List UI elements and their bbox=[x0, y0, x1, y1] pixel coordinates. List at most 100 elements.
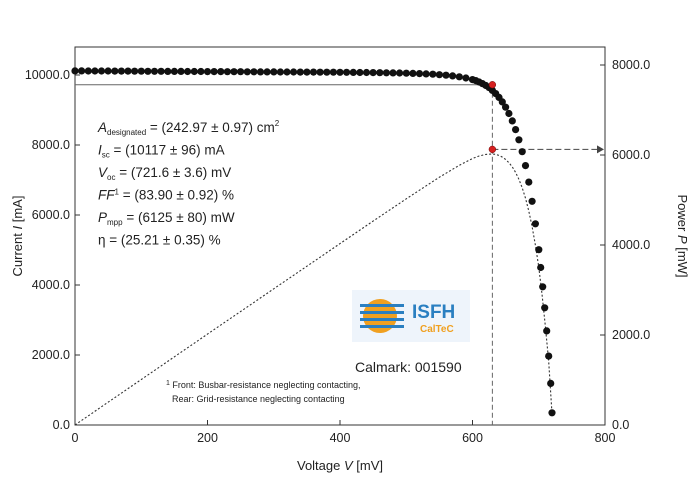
cell-parameters: Adesignated = (242.97 ± 0.97) cm2 Isc = (… bbox=[97, 119, 280, 248]
iv-point bbox=[389, 69, 397, 77]
iv-point bbox=[197, 67, 205, 76]
iv-point bbox=[369, 69, 377, 77]
iv-point bbox=[256, 68, 265, 76]
y-left-tick-label: 6000.0 bbox=[32, 208, 70, 222]
iv-point bbox=[329, 68, 337, 76]
iv-point bbox=[422, 70, 430, 78]
iv-point bbox=[515, 136, 523, 144]
x-axis-title: Voltage V [mV] bbox=[297, 458, 383, 473]
iv-point bbox=[184, 67, 192, 76]
iv-point bbox=[91, 67, 99, 75]
mpp-current-point bbox=[488, 81, 497, 89]
iv-point bbox=[415, 70, 424, 78]
y-right-axis-title: Power P [mW] bbox=[675, 194, 690, 277]
x-tick-label: 200 bbox=[197, 431, 218, 445]
iv-point bbox=[309, 68, 318, 76]
iv-point bbox=[547, 379, 555, 387]
iv-point bbox=[545, 352, 553, 360]
x-tick-label: 0 bbox=[72, 431, 79, 445]
iv-point bbox=[170, 67, 178, 75]
iv-point bbox=[316, 68, 324, 76]
iv-point bbox=[164, 67, 172, 75]
power-curve bbox=[74, 153, 553, 426]
power-axis-arrow bbox=[597, 145, 604, 154]
iv-point bbox=[343, 68, 351, 76]
iv-point bbox=[210, 68, 218, 76]
mpp-power-point bbox=[488, 145, 497, 154]
current-curve-points bbox=[71, 67, 556, 417]
iv-point bbox=[177, 67, 185, 75]
param-line: η = (25.21 ± 0.35) % bbox=[98, 233, 221, 248]
iv-point bbox=[531, 220, 540, 228]
iv-point bbox=[223, 68, 231, 76]
iv-point bbox=[537, 263, 545, 272]
axis-ticks: 0 200 400 600 8000.02000.04000.06000.08000.0… bbox=[25, 58, 650, 445]
iv-point bbox=[230, 68, 238, 76]
iv-point bbox=[511, 126, 520, 134]
iv-point bbox=[237, 68, 245, 76]
iv-point bbox=[525, 178, 533, 186]
param-line: FF1 = (83.90 ± 0.92) % bbox=[98, 188, 234, 203]
iv-point bbox=[270, 68, 278, 76]
iv-point bbox=[250, 68, 258, 76]
iv-point bbox=[144, 67, 152, 75]
y-right-tick-label: 0.0 bbox=[612, 418, 629, 432]
iv-point bbox=[97, 67, 106, 75]
x-tick-label: 400 bbox=[330, 431, 351, 445]
iv-point bbox=[276, 68, 284, 76]
sun-icon bbox=[363, 299, 397, 333]
y-left-tick-label: 4000.0 bbox=[32, 278, 70, 292]
iv-point bbox=[543, 327, 551, 335]
iv-point bbox=[518, 148, 526, 156]
iv-point bbox=[505, 109, 513, 118]
y-left-tick-label: 8000.0 bbox=[32, 138, 70, 152]
iv-point bbox=[396, 69, 404, 77]
iv-point bbox=[521, 162, 530, 170]
iv-point bbox=[462, 74, 470, 82]
iv-point bbox=[71, 67, 79, 75]
isfh-logo: ISFH CalTeC bbox=[352, 290, 470, 342]
iv-point bbox=[117, 67, 125, 75]
logo-name: ISFH bbox=[412, 302, 455, 323]
mpp-guide-lines bbox=[75, 84, 604, 425]
footnote-line-1: 1 Front: Busbar-resistance neglecting co… bbox=[166, 380, 361, 390]
iv-point bbox=[349, 68, 357, 76]
iv-point bbox=[528, 197, 536, 205]
iv-point bbox=[455, 73, 463, 81]
y-left-tick-label: 10000.0 bbox=[25, 68, 70, 82]
iv-point bbox=[243, 68, 251, 76]
iv-point bbox=[323, 68, 331, 76]
calmark-label: Calmark: 001590 bbox=[355, 359, 462, 375]
iv-point bbox=[157, 67, 165, 75]
iv-point bbox=[548, 409, 556, 417]
iv-point bbox=[442, 71, 450, 79]
footnote-line-2: Rear: Grid-resistance neglecting contact… bbox=[172, 394, 345, 404]
iv-point bbox=[296, 68, 304, 76]
iv-point bbox=[336, 68, 344, 76]
logo-sub: CalTeC bbox=[420, 324, 454, 335]
y-left-tick-label: 2000.0 bbox=[32, 348, 70, 362]
iv-point bbox=[435, 71, 443, 79]
param-line: Pmpp = (6125 ± 80) mW bbox=[98, 210, 235, 227]
iv-point bbox=[150, 67, 159, 75]
y-right-tick-label: 2000.0 bbox=[612, 328, 650, 342]
param-line: Adesignated = (242.97 ± 0.97) cm2 bbox=[97, 119, 280, 137]
iv-point bbox=[190, 67, 198, 76]
iv-point bbox=[203, 68, 212, 76]
iv-point bbox=[217, 68, 225, 76]
iv-point bbox=[124, 67, 132, 75]
iv-point bbox=[137, 67, 145, 75]
iv-point bbox=[283, 68, 291, 76]
iv-point bbox=[78, 67, 86, 75]
iv-point bbox=[84, 67, 92, 75]
iv-point bbox=[131, 67, 139, 75]
iv-point bbox=[356, 68, 364, 77]
iv-point bbox=[303, 68, 311, 76]
iv-point bbox=[263, 68, 271, 76]
iv-point bbox=[104, 67, 112, 75]
iv-point bbox=[290, 68, 298, 76]
iv-point bbox=[409, 69, 417, 77]
iv-point bbox=[429, 70, 437, 78]
iv-point bbox=[402, 69, 410, 77]
